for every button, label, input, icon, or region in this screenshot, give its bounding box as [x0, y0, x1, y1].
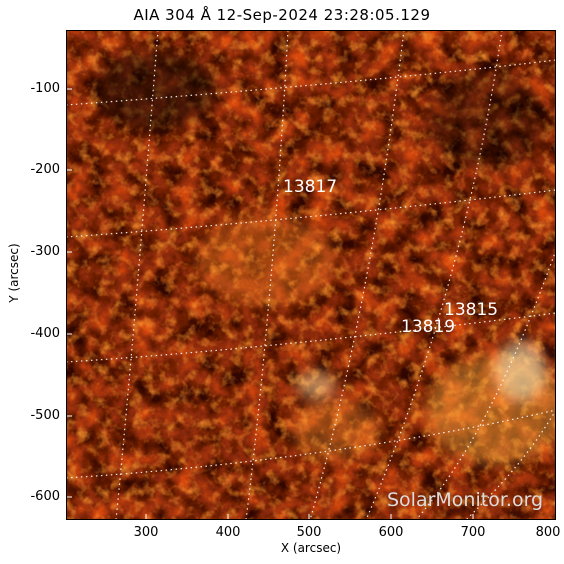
y-tick-label: -100: [30, 81, 60, 96]
x-tick-label: 700: [460, 525, 486, 540]
heliographic-grid: [66, 30, 556, 520]
y-tick-label: -600: [30, 489, 60, 504]
image-title: AIA 304 Å 12-Sep-2024 23:28:05.129: [133, 6, 431, 24]
y-axis-title: Y (arcsec): [7, 243, 21, 303]
y-tick-label: -500: [30, 408, 60, 423]
watermark: SolarMonitor.org: [387, 489, 544, 511]
x-tick-label: 300: [133, 525, 159, 540]
active-region-label: 13815: [444, 300, 499, 320]
y-tick-label: -200: [30, 162, 60, 177]
solar-image-canvas: [66, 30, 556, 520]
solar-image: [66, 30, 556, 520]
y-tick-label: -300: [30, 244, 60, 259]
x-tick-label: 800: [535, 525, 561, 540]
x-tick-label: 400: [215, 525, 241, 540]
x-axis-title: X (arcsec): [280, 541, 342, 555]
x-tick-label: 600: [378, 525, 404, 540]
y-tick-label: -400: [30, 326, 60, 341]
active-region-label: 13817: [283, 177, 338, 197]
active-region-label: 13819: [401, 317, 456, 337]
x-tick-label: 500: [296, 525, 322, 540]
